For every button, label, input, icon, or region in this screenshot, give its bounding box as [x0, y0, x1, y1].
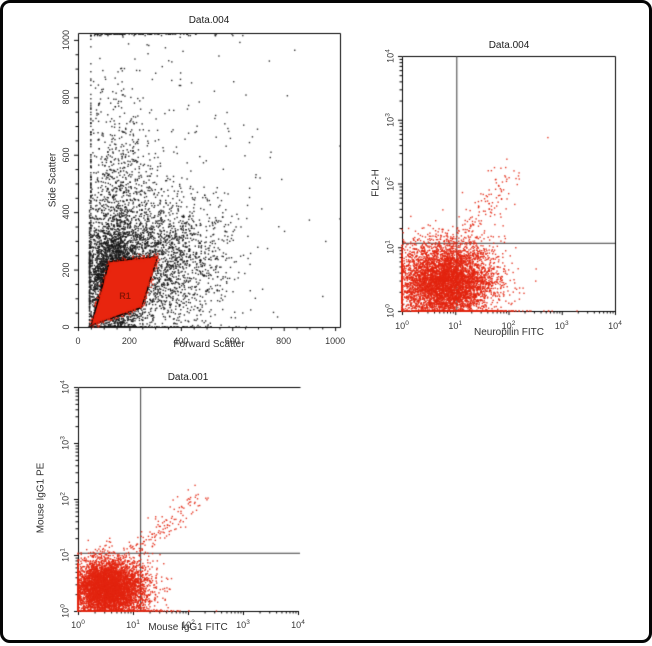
scatter-canvas-neuropilin — [363, 28, 652, 348]
scatter-canvas-fsc-ssc — [3, 3, 363, 363]
gate-r1-label: R1 — [119, 291, 131, 301]
y-axis-label: Mouse IgG1 PE — [35, 462, 47, 534]
plot-title: Data.004 — [188, 15, 230, 26]
x-axis-label: Mouse IgG1 FITC — [148, 622, 228, 633]
y-axis-label: FL2-H — [370, 169, 382, 197]
plot-igg1-isotype-control: Data.001 Mouse IgG1 FITC Mouse IgG1 PE 1… — [3, 363, 363, 646]
plot-title: Data.004 — [488, 40, 530, 51]
plot-title: Data.001 — [167, 372, 209, 383]
x-axis-label: Neuropilin FITC — [473, 327, 545, 338]
plot-neuropilin-fitc: Data.004 Neuropilin FITC FL2-H 100 101 102… — [363, 28, 652, 348]
y-axis-label: Side Scatter — [47, 152, 59, 208]
x-axis-label: Forward Scatter — [173, 339, 245, 350]
scatter-canvas-igg1 — [3, 363, 363, 646]
